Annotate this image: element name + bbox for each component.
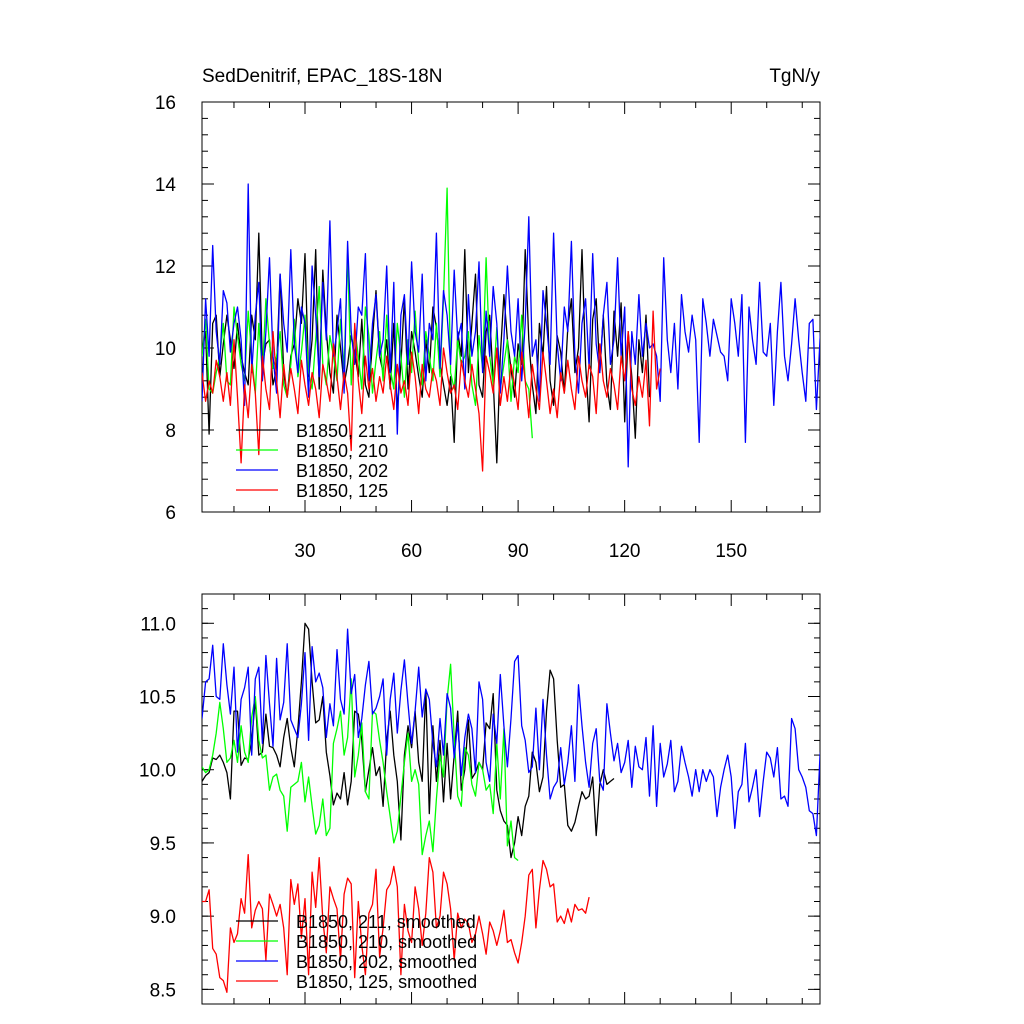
legend-label: B1850, 210 — [296, 441, 388, 461]
y-tick-label: 8.5 — [150, 980, 176, 1001]
legend-label: B1850, 202 — [296, 461, 388, 481]
top-panel: 6 8 10 12 14 16 30 60 90 120 150 SedDenitrif, EPAC_… — [155, 66, 821, 562]
series-line — [202, 628, 820, 837]
legend-label: B1850, 125 — [296, 481, 388, 501]
x-tick-label: 90 — [508, 541, 529, 562]
units-label: TgN/y — [769, 66, 820, 87]
y-tick-label: 9.0 — [150, 907, 176, 928]
bottom-panel: 8.5 9.0 9.5 10.0 10.5 11.0 B1850, 211, smoothe… — [139, 593, 821, 1005]
series-line — [202, 183, 820, 468]
x-tick-label: 150 — [715, 541, 747, 562]
legend-label: B1850, 202, smoothed — [296, 952, 477, 972]
y-tick-label: 14 — [155, 175, 177, 196]
legend-label: B1850, 211, smoothed — [296, 912, 476, 932]
y-tick-label: 10.5 — [139, 688, 176, 709]
y-tick-label: 9.5 — [150, 834, 176, 855]
series-line — [202, 853, 590, 993]
y-tick-label: 11.0 — [140, 614, 176, 635]
y-tick-label: 8 — [165, 421, 176, 442]
x-tick-label: 60 — [401, 541, 422, 562]
legend-label: B1850, 210, smoothed — [296, 932, 477, 952]
series-line — [202, 310, 661, 472]
legend-label: B1850, 125, smoothed — [296, 972, 477, 992]
x-tick-label: 120 — [609, 541, 641, 562]
legend-label: B1850, 211 — [296, 421, 387, 441]
plot-frame — [201, 101, 821, 513]
y-tick-label: 6 — [165, 503, 176, 524]
y-tick-label: 16 — [155, 93, 176, 114]
chart-title: SedDenitrif, EPAC_18S-18N — [202, 66, 442, 87]
y-tick-label: 10.0 — [139, 761, 176, 782]
plot-frame — [201, 593, 821, 1005]
y-tick-label: 10 — [155, 339, 176, 360]
y-tick-label: 12 — [155, 257, 176, 278]
x-tick-label: 30 — [294, 541, 315, 562]
